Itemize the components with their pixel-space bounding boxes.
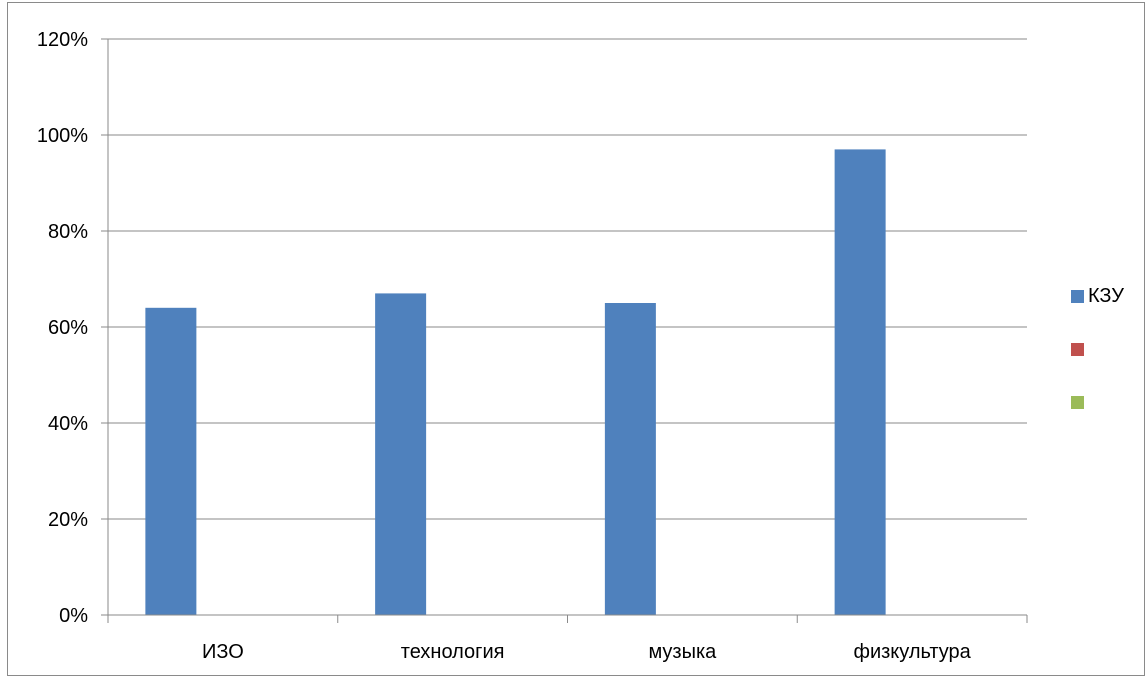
y-tick-label: 60% xyxy=(48,317,88,339)
y-tick-label: 0% xyxy=(59,605,88,627)
bar xyxy=(604,303,656,615)
legend-swatch xyxy=(1071,290,1084,303)
y-tick-label: 120% xyxy=(37,29,88,51)
legend-label: КЗУ xyxy=(1088,285,1124,307)
bar xyxy=(145,307,197,615)
x-tick-label: музыка xyxy=(648,641,717,663)
legend-swatch xyxy=(1071,396,1084,409)
x-tick-label: физкультура xyxy=(853,641,971,663)
y-tick-label: 100% xyxy=(37,125,88,147)
legend-swatch xyxy=(1071,343,1084,356)
chart-area xyxy=(7,2,1145,676)
bar xyxy=(834,149,886,615)
x-tick-label: ИЗО xyxy=(202,641,244,663)
y-tick-label: 40% xyxy=(48,413,88,435)
bar xyxy=(375,293,427,615)
x-tick-label: технология xyxy=(401,641,505,663)
y-tick-label: 20% xyxy=(48,509,88,531)
y-tick-label: 80% xyxy=(48,221,88,243)
